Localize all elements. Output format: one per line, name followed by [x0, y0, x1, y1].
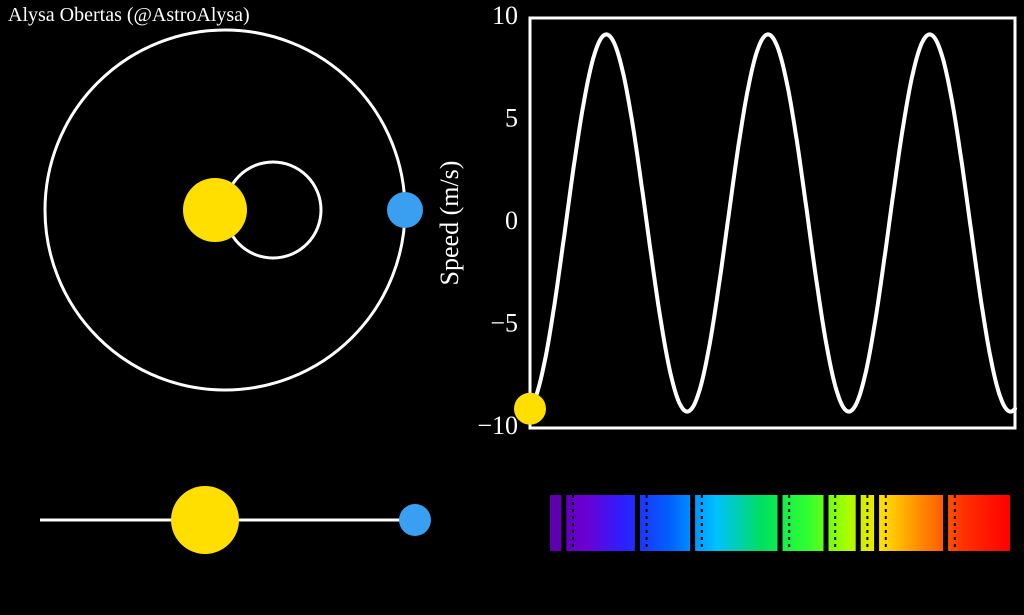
- chart-frame: [530, 18, 1015, 428]
- ytick-label: 0: [505, 206, 518, 235]
- ytick-label: −5: [490, 308, 518, 337]
- edge-on-diagram: [40, 486, 431, 554]
- rv-curve: [530, 34, 1015, 411]
- credit-text: Alysa Obertas (@AstroAlysa): [8, 4, 250, 27]
- rv-marker: [514, 393, 546, 425]
- y-axis-label: Speed (m/s): [435, 161, 464, 286]
- star: [183, 178, 247, 242]
- orbit-diagram: [45, 30, 423, 390]
- speed-chart: −10 −5 0 5 10 Speed (m/s): [435, 1, 1015, 440]
- spectrum: [550, 495, 1010, 551]
- ytick-label: −10: [477, 411, 518, 440]
- planet: [387, 192, 423, 228]
- ytick-label: 10: [492, 1, 518, 30]
- edge-on-star: [171, 486, 239, 554]
- ytick-label: 5: [505, 103, 518, 132]
- edge-on-planet: [399, 504, 431, 536]
